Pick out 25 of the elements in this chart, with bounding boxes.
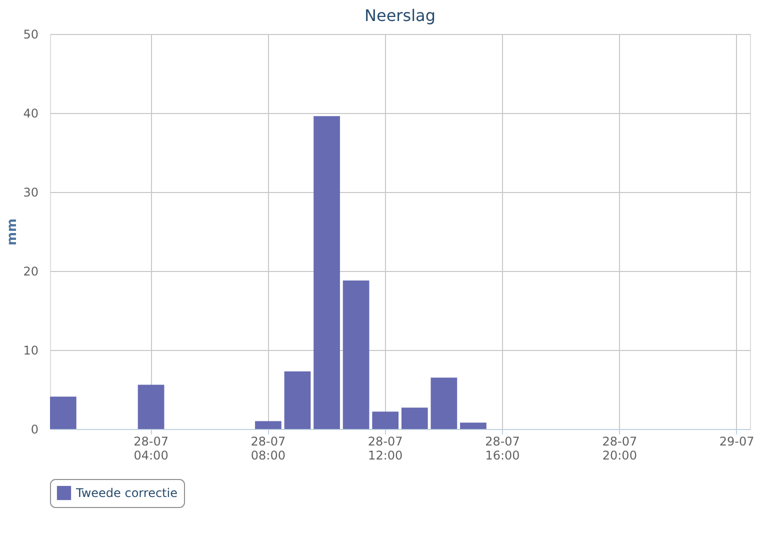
bar: [255, 421, 282, 429]
y-tick-label: 50: [23, 28, 38, 42]
bar: [460, 422, 486, 429]
y-tick-label: 30: [23, 186, 38, 200]
chart-title: Neerslag: [364, 6, 436, 25]
bar: [314, 116, 340, 429]
x-tick-label: 28-07 12:00: [368, 434, 403, 462]
bar: [50, 396, 76, 429]
x-tick-label: 29-07: [719, 434, 754, 448]
y-tick-label: 10: [23, 344, 38, 358]
y-tick-label: 20: [23, 264, 38, 278]
bar: [138, 384, 164, 429]
y-tick-label: 40: [23, 106, 38, 120]
bar: [342, 280, 370, 429]
y-axis-title: mm: [5, 218, 20, 246]
x-tick-label: 28-07 08:00: [250, 434, 286, 462]
x-tick-label: 28-07 20:00: [602, 434, 638, 462]
bar: [372, 412, 399, 429]
bar: [284, 371, 311, 429]
legend-label: Tweede correctie: [75, 486, 178, 500]
x-tick-label: 28-07 04:00: [134, 434, 168, 462]
bar: [430, 378, 458, 429]
bar: [401, 408, 428, 429]
y-tick-label: 0: [30, 422, 38, 436]
x-tick-label: 28-07 16:00: [485, 434, 520, 462]
